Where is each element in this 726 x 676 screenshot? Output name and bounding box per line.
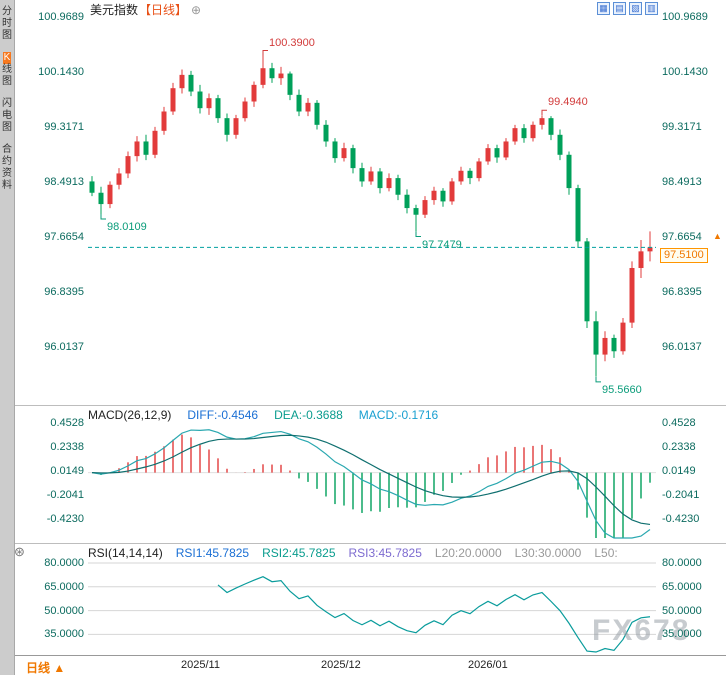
price-annotation: 95.5660 (602, 383, 642, 396)
axis-tick: 97.6654 (44, 231, 84, 243)
axis-tick: 100.1430 (38, 66, 84, 78)
macd-header: MACD(26,12,9) DIFF:-0.4546 DEA:-0.3688 M… (88, 408, 439, 422)
axis-tick: 35.0000 (662, 628, 702, 641)
axis-tick: 65.0000 (44, 580, 84, 593)
axis-tick: 96.8395 (662, 286, 702, 299)
axis-tick: 99.3171 (662, 121, 702, 133)
price-annotation: 98.0109 (107, 221, 147, 233)
symbol-title: 美元指数 (90, 3, 139, 17)
axis-tick: 96.8395 (44, 286, 84, 299)
axis-tick: -0.4230 (46, 513, 84, 525)
axis-tick: 98.4913 (662, 176, 702, 188)
axis-tick: 0.2338 (50, 441, 84, 453)
chart-header: 美元指数 【日线】 ⊕ (90, 1, 202, 18)
current-price-tag: 97.5100 (660, 248, 708, 263)
axis-tick: 50.0000 (44, 604, 84, 617)
sidebar-item-char: 闪 (2, 98, 12, 109)
layout-toolbar: ▦ ▤ ▧ ▥ (597, 2, 658, 15)
sidebar-item-char: 图 (2, 122, 12, 133)
sidebar-item-2[interactable]: 闪电图 (0, 98, 14, 134)
sidebar-item-char: 线 (2, 64, 12, 75)
axis-tick: 0.0149 (662, 465, 696, 477)
axis-tick: 98.4913 (44, 176, 84, 188)
date-label: 2026/01 (468, 659, 508, 671)
sidebar-item-char: 资 (2, 168, 12, 179)
axis-tick: 0.4528 (662, 417, 696, 429)
axis-tick: 80.0000 (662, 557, 702, 569)
columns-layout-icon[interactable]: ▥ (645, 2, 658, 15)
axis-tick: 0.2338 (662, 441, 696, 453)
axis-tick: 80.0000 (44, 557, 84, 569)
macd-diff-value: DIFF:-0.4546 (187, 408, 259, 422)
axis-tick: 96.0137 (44, 341, 84, 354)
sidebar-item-char: 料 (2, 180, 12, 191)
sidebar-item-char: 电 (2, 110, 12, 121)
price-annotation: 99.4940 (548, 96, 588, 109)
axis-tick: 100.9689 (662, 11, 708, 23)
sidebar-item-0[interactable]: 分时图 (0, 6, 14, 42)
axis-tick: 0.4528 (50, 417, 84, 429)
axis-tick: 50.0000 (662, 604, 702, 617)
macd-label: MACD(26,12,9) (88, 408, 172, 422)
sidebar-item-char: 约 (2, 156, 12, 167)
rsi-label: RSI(14,14,14) (88, 546, 163, 560)
split-layout-icon[interactable]: ▤ (613, 2, 626, 15)
price-annotation: 100.3900 (269, 36, 315, 49)
date-label: 2025/12 (321, 659, 361, 671)
axis-tick: -0.2041 (46, 489, 84, 501)
axis-tick: 97.6654 (662, 231, 702, 243)
rsi1-value: RSI1:45.7825 (175, 546, 250, 560)
rsi3-value: RSI3:45.7825 (348, 546, 422, 560)
axis-tick: -0.4230 (662, 513, 700, 525)
panel-divider-price-macd (15, 405, 726, 406)
axis-tick: 99.3171 (44, 121, 84, 133)
axis-tick: 65.0000 (662, 580, 702, 593)
watermark: FX678 (592, 614, 691, 647)
axis-tick: -0.2041 (662, 489, 700, 501)
sidebar-item-char: 时 (2, 18, 12, 29)
bottom-bar: 日线 ▲ (0, 655, 726, 675)
rsi-l20-value: L20:20.0000 (434, 546, 502, 560)
axis-tick: 0.0149 (50, 465, 84, 477)
sidebar-item-3[interactable]: 合约资料 (0, 144, 14, 192)
macd-dea-value: DEA:-0.3688 (274, 408, 343, 422)
sidebar-item-char: 分 (2, 6, 12, 17)
price-up-arrow-icon: ▲ (713, 231, 722, 241)
indicator-settings-icon[interactable]: ⊛ (14, 544, 25, 559)
panel-divider-macd-rsi (15, 543, 726, 544)
period-selector[interactable]: 日线 ▲ (26, 659, 65, 676)
axis-tick: 100.9689 (38, 11, 84, 23)
period-tag: 【日线】 (139, 3, 188, 17)
axis-tick: 35.0000 (44, 628, 84, 641)
rsi2-value: RSI2:45.7825 (262, 546, 336, 560)
date-label: 2025/11 (181, 659, 220, 671)
sidebar-item-char: 图 (2, 76, 12, 87)
period-selector-label: 日线 (26, 661, 51, 675)
rsi-l30-value: L30:30.0000 (514, 546, 582, 560)
sidebar-item-char: 图 (2, 30, 12, 41)
axis-tick: 96.0137 (662, 341, 702, 354)
rsi-l50-value: L50: (594, 546, 618, 560)
add-indicator-icon[interactable]: ⊕ (191, 2, 202, 17)
chevron-up-icon: ▲ (53, 661, 66, 675)
axis-tick: 100.1430 (662, 66, 708, 78)
sidebar-item-char: 合 (2, 144, 12, 155)
chart-panel-icon[interactable]: ▧ (629, 2, 642, 15)
price-annotation: 97.7479 (422, 238, 462, 251)
grid-layout-icon[interactable]: ▦ (597, 2, 610, 15)
macd-hist-value: MACD:-0.1716 (358, 408, 439, 422)
rsi-header: RSI(14,14,14) RSI1:45.7825 RSI2:45.7825 … (88, 546, 618, 560)
sidebar-item-char: K (2, 52, 12, 64)
